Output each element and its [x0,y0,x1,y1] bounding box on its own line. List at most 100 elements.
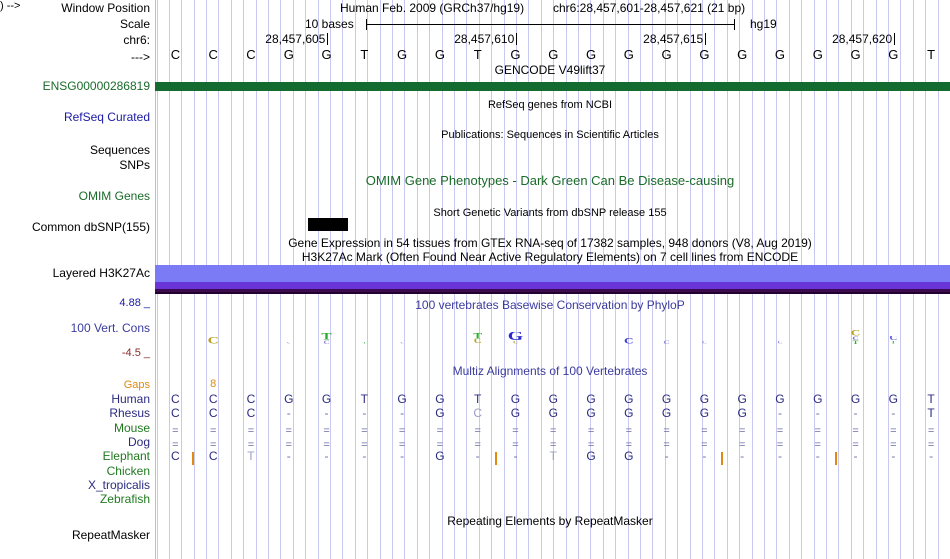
alignment-cell: = [587,424,595,437]
alignment-cell: = [172,424,179,437]
species-label-chicken[interactable]: Chicken [106,463,150,478]
label-common-dbsnp[interactable]: Common dbSNP(155) [31,220,150,234]
alignment-cell: - [853,406,858,421]
sequence-base: G [548,47,559,62]
species-label-x_tropicalis[interactable]: X_tropicalis [87,477,150,492]
conservation-logo-letter: C [852,336,859,340]
sequence-base: G [888,47,899,62]
label-refseq-curated[interactable]: RefSeq Curated [63,110,150,124]
conservation-logo-letter: C [400,342,404,344]
label-gaps[interactable]: Gaps [123,379,150,391]
label-layered-h3k27ac[interactable]: Layered H3K27Ac [52,266,150,280]
track-title-refseq[interactable]: RefSeq genes from NCBI [487,99,613,111]
h3k27ac-layer-light[interactable] [155,265,950,282]
species-label-dog[interactable]: Dog [127,434,150,449]
species-label-elephant[interactable]: Elephant [102,449,150,464]
alignment-cell: = [814,424,821,437]
h3k27ac-layer-mid[interactable] [155,282,950,289]
alignment-gap-marker [834,452,837,465]
sequence-base: G [737,47,748,62]
h3k27ac-baseline [155,292,950,294]
alignment-cell: G [586,392,596,406]
ruler-tick-label: 28,457,610 [454,32,515,46]
alignment-cell: C [246,392,256,406]
track-title-dbsnp[interactable]: Short Genetic Variants from dbSNP releas… [433,207,667,219]
label-sequences[interactable]: Sequences [89,143,150,157]
species-label-human[interactable]: Human [111,392,150,406]
sequence-base: T [473,47,482,62]
alignment-cell: - [475,449,480,464]
label-omim-genes[interactable]: OMIM Genes [78,189,150,203]
species-label-rhesus[interactable]: Rhesus [109,406,150,421]
alignment-cell: C [246,406,256,421]
sequence-base: C [246,47,256,62]
alignment-cell: C [171,449,180,464]
label-repeatmasker[interactable]: RepeatMasker [71,528,150,542]
track-title-multiz[interactable]: Multiz Alignments of 100 Vertebrates [452,364,648,378]
alignment-cell: C [208,406,218,421]
alignment-cell: C [208,392,218,406]
sequence-base: T [360,47,369,62]
alignment-cell: = [436,438,444,451]
alignment-cell: - [929,449,934,464]
alignment-cell: = [361,424,368,437]
alignment-cell: = [814,438,821,451]
alignment-cell: - [777,449,782,464]
alignment-cell: G [435,406,445,421]
track-title-publications[interactable]: Publications: Sequences in Scientific Ar… [441,129,659,141]
track-title-h3k27ac[interactable]: H3K27Ac Mark (Often Found Near Active Re… [301,250,799,264]
ruler-tick-label: 28,457,605 [265,32,326,46]
label-scale: Scale [119,17,150,31]
alignment-cell: = [927,438,935,451]
sequence-base: G [510,47,521,62]
species-label-mouse[interactable]: Mouse [113,420,150,435]
alignment-cell: = [776,438,784,451]
alignment-cell: T [549,449,557,464]
sequence-base: C [170,47,181,62]
track-title-gtex[interactable]: Gene Expression in 54 tissues from GTEx … [288,236,812,250]
species-label-zebrafish[interactable]: Zebrafish [99,492,150,507]
dbsnp-variant-feature[interactable] [307,218,348,231]
alignment-cell: - [362,449,367,464]
alignment-cell: G [321,392,332,406]
label-gencode-gene[interactable]: ENSG00000286819 [42,79,150,93]
track-title-omim[interactable]: OMIM Gene Phenotypes - Dark Green Can Be… [365,173,735,188]
alignment-cell: G [510,392,521,406]
alignment-cell: - [286,406,291,421]
alignment-cell: G [624,449,634,464]
alignment-cell: = [738,438,746,451]
alignment-cell: = [398,424,406,437]
track-title-phylop[interactable]: 100 vertebrates Basewise Conservation by… [415,298,685,312]
gencode-gene-bar[interactable] [155,82,950,91]
alignment-cell: T [927,406,935,421]
alignment-cell: G [850,392,861,406]
h3k27ac-layer-dark[interactable] [155,289,950,292]
label-100-vert-cons[interactable]: 100 Vert. Cons [70,321,150,335]
alignment-cell: G [661,406,672,421]
scale-bar [366,24,734,25]
gaps-count: 8 [210,378,217,390]
alignment-cell: C [171,406,180,421]
conservation-logo-letter: T [891,341,896,344]
conservation-logo-letter: C [777,341,783,344]
track-title-gencode[interactable]: GENCODE V49lift37 [494,63,606,77]
sequence-base: G [623,47,634,62]
alignment-cell: = [701,438,708,451]
alignment-cell: G [586,406,596,421]
alignment-cell: = [285,424,292,437]
alignment-cell: = [625,424,633,437]
alignment-cell: T [474,392,482,406]
alignment-cell: = [172,438,179,451]
track-title-repeatmasker[interactable]: Repeating Elements by RepeatMasker [447,514,653,528]
alignment-cell: - [815,449,820,464]
conservation-logo-letter: T [362,342,366,344]
label-snps[interactable]: SNPs [119,158,150,172]
alignment-cell: - [664,449,669,464]
alignment-gap-marker [494,452,497,465]
ruler-tick-label: 28,457,615 [643,32,704,46]
alignment-cell: = [474,438,481,451]
position-label[interactable]: chr6:28,457,601-28,457,621 (21 bp) [553,1,746,15]
alignment-cell: = [512,424,519,437]
alignment-cell: G [548,392,558,406]
